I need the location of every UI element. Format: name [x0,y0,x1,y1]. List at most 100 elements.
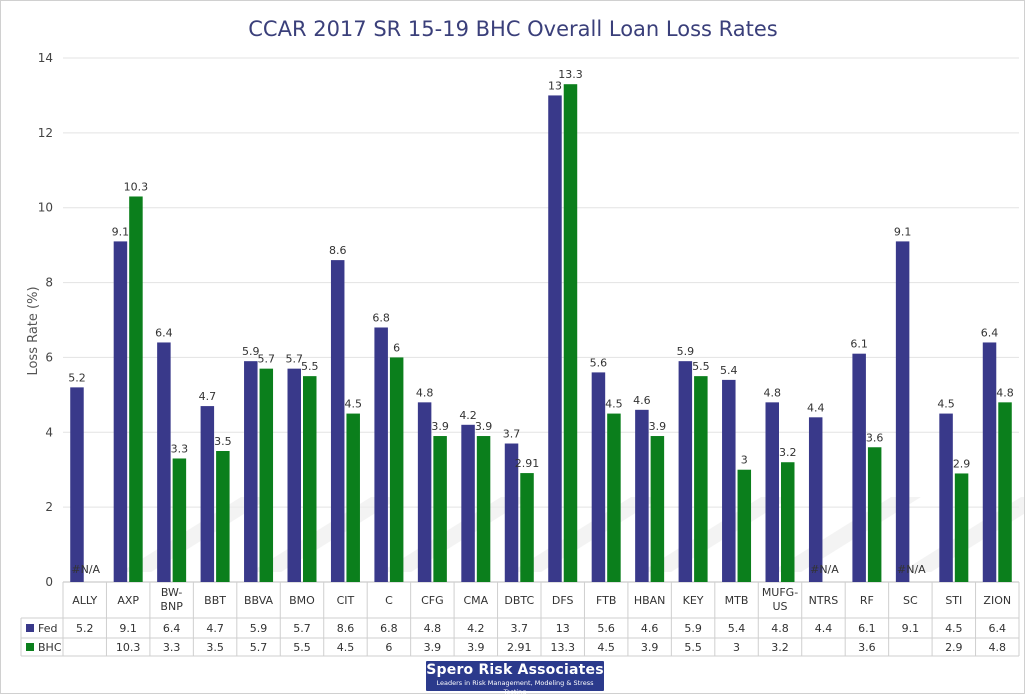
data-label: 2.9 [953,457,971,470]
y-tick-label: 10 [38,201,53,215]
data-label: 5.4 [720,364,738,377]
bar-fed [548,95,562,582]
bar-fed [244,361,258,582]
data-label: 4.2 [459,409,477,422]
legend-name: BHC [38,641,62,654]
table-cell: 6.8 [380,622,398,635]
x-tick-label: ALLY [72,594,97,607]
bar-bhc [954,473,969,582]
table-cell: 3.2 [771,641,789,654]
bar-bhc [650,436,665,582]
data-label: 3 [741,454,748,467]
data-label: 5.7 [258,353,276,366]
logo-tagline: Leaders in Risk Management, Modeling & S… [436,679,594,696]
bar-bhc [433,436,447,582]
bar-bhc [129,196,143,582]
bar-fed [461,424,475,582]
bar-fed [895,241,910,582]
bar-fed [678,361,693,582]
x-tick-label: NTRS [809,594,839,607]
data-label: 5.6 [590,356,608,369]
bar-fed [722,379,736,582]
bar-fed [417,402,432,582]
table-cell: 3.9 [467,641,485,654]
y-tick-label: 6 [45,350,53,364]
data-label: 6.4 [155,326,173,339]
table-cell: 5.7 [250,641,268,654]
x-tick-label: BW-BNP [160,586,183,613]
bar-fed [982,342,997,582]
table-cell: 4.5 [337,641,355,654]
data-label: 4.5 [605,398,623,411]
bar-fed [504,443,519,582]
data-label: 6 [393,341,400,354]
data-label: 10.3 [124,180,149,193]
data-label: 3.2 [779,446,797,459]
bar-bhc [172,458,187,582]
bar-bhc [607,413,621,582]
data-label: 6.8 [372,311,390,324]
x-tick-label: MTB [725,594,749,607]
bar-fed [113,241,128,582]
table-cell: 5.7 [293,622,311,635]
bar-bhc [867,447,882,582]
watermark-stripe [771,497,921,572]
legend-swatch [26,643,34,651]
logo-name: Spero Risk Associates [426,662,604,678]
bar-fed [287,368,301,582]
table-cell: 3.9 [641,641,659,654]
table-cell: 5.5 [293,641,311,654]
table-cell: 6 [385,641,392,654]
y-axis-label: Loss Rate (%) [26,286,41,375]
data-label: 4.5 [937,398,955,411]
bar-fed [852,353,866,582]
bars: 5.2#N/A9.110.36.43.34.73.55.95.7 5.75.58.… [68,68,1014,582]
table-cell: 5.4 [728,622,746,635]
x-tick-label: CFG [421,594,444,607]
x-tick-label: DFS [552,594,574,607]
data-label: 3.3 [171,442,189,455]
x-tick-label: BMO [289,594,315,607]
data-label: 3.5 [214,435,232,448]
data-label: 6.1 [850,338,868,351]
x-tick-label: ZION [983,594,1011,607]
data-label: 4.8 [416,386,434,399]
table-cell: 9.1 [902,622,920,635]
legend-swatch [26,624,34,632]
table-cell: 4.2 [467,622,485,635]
table-cell: 3.5 [206,641,224,654]
data-label: 4.4 [807,401,825,414]
bar-bhc [216,451,230,582]
bar-bhc [781,462,795,582]
table-cell: 5.9 [684,622,702,635]
data-label: 13 [548,79,562,92]
table-cell: 4.7 [206,622,224,635]
data-label: 5.2 [68,371,86,384]
table-cell: 5.6 [597,622,615,635]
bar-bhc [259,368,274,582]
na-label: #N/A [810,563,839,576]
data-label: 3.7 [503,428,521,441]
data-label: 5.9 [242,345,260,358]
data-label: 6.4 [981,326,999,339]
bar-bhc [563,84,578,582]
table-cell: 4.8 [771,622,789,635]
watermark-stripe [641,497,791,572]
bar-bhc [346,413,360,582]
x-tick-label: CMA [463,594,488,607]
bar-fed [70,387,84,582]
data-label: 3.9 [649,420,667,433]
table-cell: 4.6 [641,622,659,635]
spero-logo: Spero Risk Associates Leaders in Risk Ma… [426,661,604,696]
x-tick-label: SC [903,594,918,607]
table-cell: 3.6 [858,641,876,654]
table-cell: 5.5 [684,641,702,654]
table-cell: 2.91 [507,641,532,654]
data-label: 5.7 [286,353,304,366]
data-label: 9.1 [894,225,912,238]
y-tick-label: 2 [45,500,53,514]
x-tick-label: C [385,594,393,607]
table-cell: 6.4 [163,622,181,635]
bar-fed [591,372,606,582]
table-cell: 8.6 [337,622,355,635]
